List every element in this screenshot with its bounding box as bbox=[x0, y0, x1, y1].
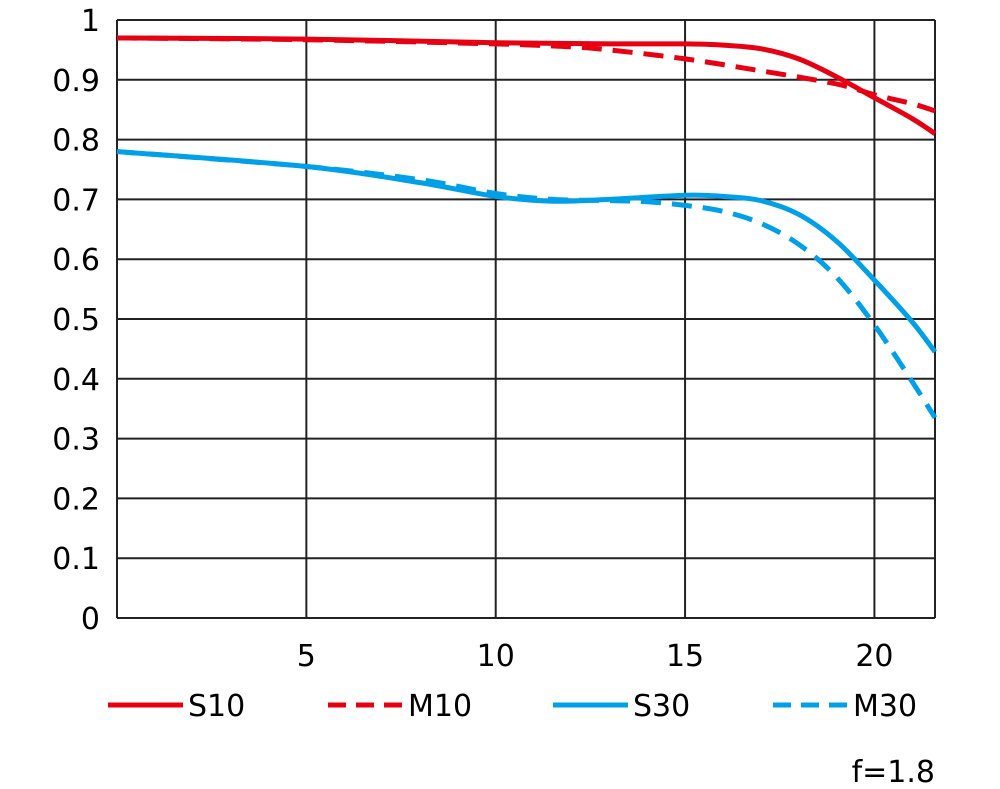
y-tick-label: 0.3 bbox=[52, 423, 100, 458]
series-line-m10 bbox=[116, 35, 936, 114]
x-tick-label: 10 bbox=[477, 639, 515, 674]
y-tick-label: 0.2 bbox=[52, 482, 100, 517]
series-line-m30 bbox=[116, 149, 938, 420]
x-tick-label: 20 bbox=[855, 639, 893, 674]
x-tick-label: 15 bbox=[666, 639, 704, 674]
series-line-s10 bbox=[116, 35, 937, 136]
series-line-s30 bbox=[116, 149, 937, 354]
y-tick-label: 1 bbox=[81, 4, 100, 39]
y-tick-label: 0.7 bbox=[52, 183, 100, 218]
y-axis-labels: 0 0.1 0.2 0.3 0.4 0.5 0.6 0.7 0.8 0.9 1 bbox=[52, 4, 100, 637]
legend-label-m30: M30 bbox=[853, 689, 917, 724]
aperture-annotation: f=1.8 bbox=[852, 755, 935, 789]
y-tick-label: 0.8 bbox=[52, 124, 100, 159]
y-tick-label: 0.5 bbox=[52, 303, 100, 338]
x-tick-label: 5 bbox=[297, 639, 316, 674]
legend-label-s10: S10 bbox=[188, 689, 245, 724]
y-tick-label: 0 bbox=[81, 602, 100, 637]
y-tick-label: 0.6 bbox=[52, 243, 100, 278]
legend-label-m10: M10 bbox=[408, 689, 472, 724]
legend: S10 M10 S30 M30 bbox=[108, 689, 917, 724]
grid bbox=[116, 19, 936, 619]
x-axis-labels: 5 10 15 20 bbox=[297, 639, 894, 674]
legend-label-s30: S30 bbox=[633, 689, 690, 724]
y-tick-label: 0.1 bbox=[52, 542, 100, 577]
y-tick-label: 0.4 bbox=[52, 363, 100, 398]
series-lines bbox=[116, 35, 938, 420]
y-tick-label: 0.9 bbox=[52, 64, 100, 99]
